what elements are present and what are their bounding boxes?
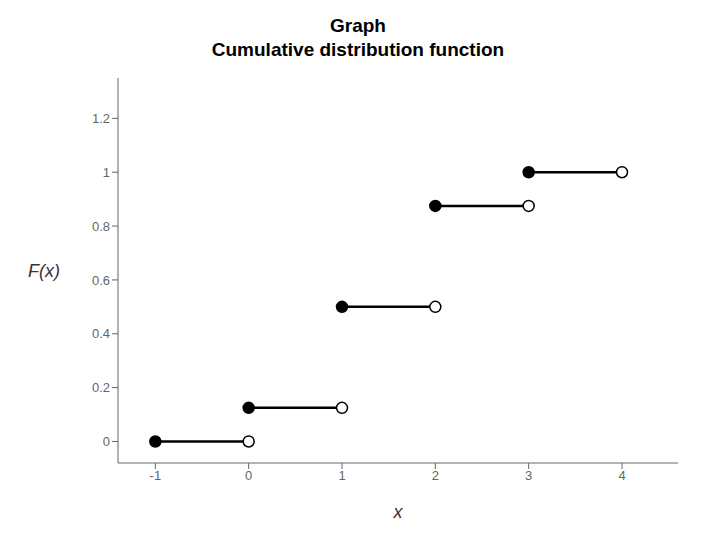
svg-text:4: 4 xyxy=(618,468,625,483)
svg-text:2: 2 xyxy=(432,468,439,483)
svg-text:1: 1 xyxy=(338,468,345,483)
html-text:Graph: Graph xyxy=(330,15,386,36)
svg-text:F(x): F(x) xyxy=(28,261,60,281)
svg-text:-1: -1 xyxy=(150,468,162,483)
svg-text:0: 0 xyxy=(245,468,252,483)
svg-text:3: 3 xyxy=(525,468,532,483)
svg-text:0.2: 0.2 xyxy=(92,380,110,395)
svg-text:0.8: 0.8 xyxy=(92,219,110,234)
svg-text:0.6: 0.6 xyxy=(92,273,110,288)
svg-text:0: 0 xyxy=(103,434,110,449)
svg-text:x: x xyxy=(393,502,404,522)
svg-text:0.4: 0.4 xyxy=(92,326,110,341)
html-text:Cumulative distribution functi: Cumulative distribution function xyxy=(211,39,505,60)
svg-text:1.2: 1.2 xyxy=(92,111,110,126)
svg-text:1: 1 xyxy=(103,165,110,180)
